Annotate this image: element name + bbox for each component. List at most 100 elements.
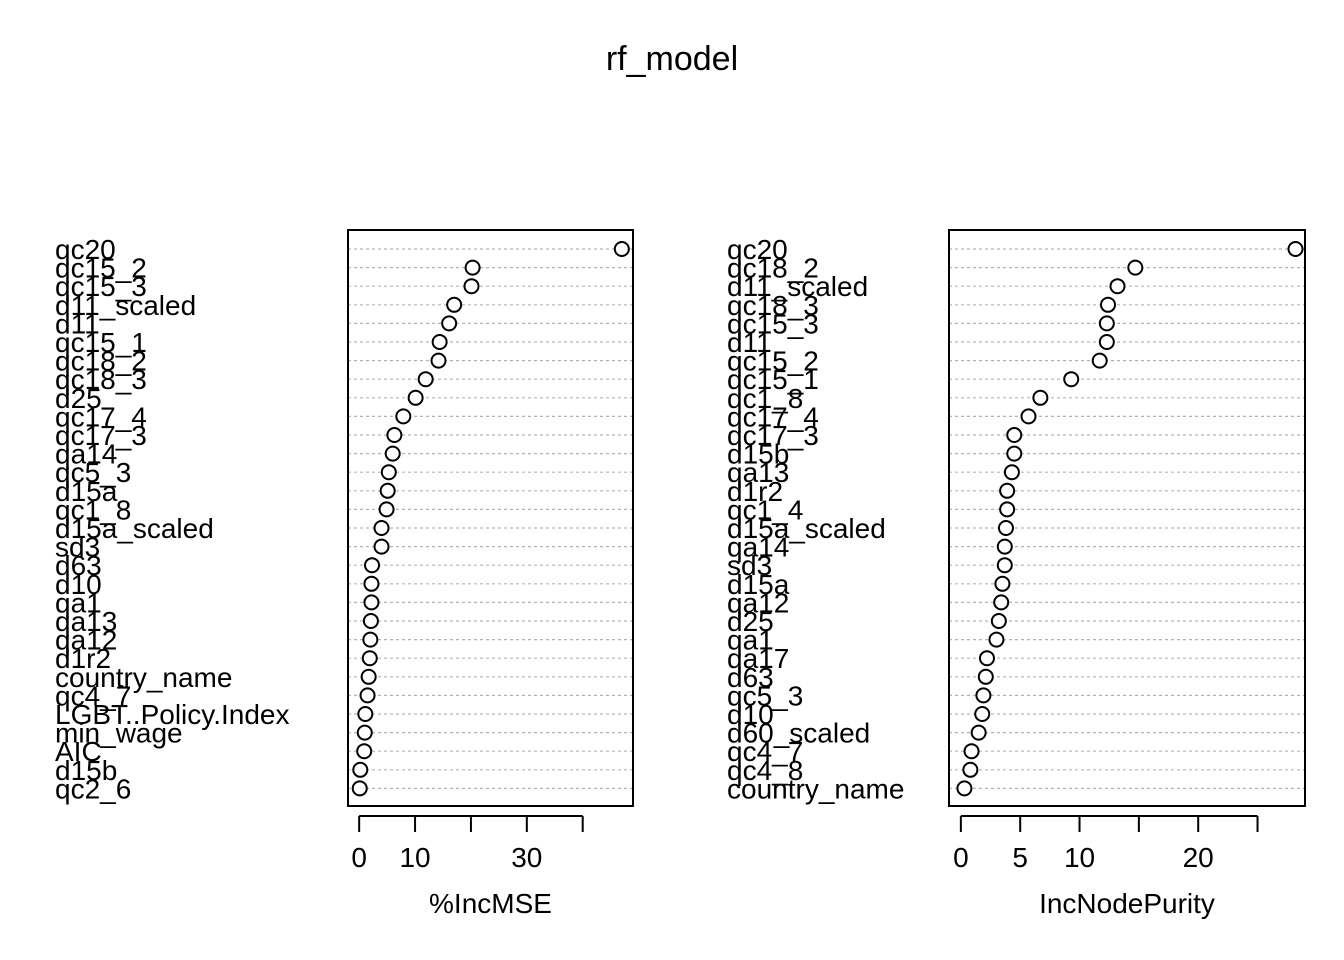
variable-label: qc20 — [727, 234, 788, 265]
importance-point — [993, 594, 1010, 611]
importance-point — [1287, 241, 1304, 257]
importance-point — [1032, 389, 1049, 406]
variable-label: d15b — [55, 755, 117, 786]
importance-point — [990, 613, 1007, 629]
importance-point — [363, 575, 380, 592]
importance-point — [386, 427, 403, 443]
variable-label: qc15_3 — [727, 308, 819, 339]
importance-point — [373, 538, 390, 555]
variable-label: qc4_7 — [727, 736, 803, 767]
variable-label: qc20 — [55, 234, 116, 265]
importance-point — [463, 278, 480, 295]
importance-point — [407, 389, 424, 406]
importance-point — [1098, 334, 1115, 350]
importance-point — [417, 371, 434, 388]
variable-label: qc18_2 — [55, 346, 147, 377]
variable-label: d25 — [727, 606, 774, 637]
importance-point — [963, 743, 980, 760]
variable-label: d10 — [55, 569, 102, 600]
importance-point — [977, 668, 994, 685]
importance-point — [357, 706, 374, 722]
importance-point — [431, 334, 448, 350]
importance-point — [362, 613, 379, 629]
importance-point — [996, 538, 1013, 555]
variable-label: qc1_8 — [727, 383, 803, 414]
variable-label: qa12 — [727, 587, 789, 618]
variable-label: qc17_3 — [55, 420, 147, 451]
importance-point — [1003, 464, 1020, 481]
variable-label: qc15_3 — [55, 271, 147, 302]
variable-label: qa13 — [727, 457, 789, 488]
importance-point — [999, 501, 1016, 518]
importance-point — [380, 464, 397, 481]
variable-label: qc5_3 — [727, 680, 803, 711]
importance-point — [974, 706, 991, 722]
variable-label: qc17_3 — [727, 420, 819, 451]
importance-point — [446, 296, 463, 313]
x-tick-label: 20 — [1183, 842, 1214, 873]
variable-label: qc1_8 — [55, 494, 131, 525]
importance-point — [1100, 296, 1117, 313]
variable-label: qc2_6 — [55, 773, 131, 804]
variable-label: d25 — [55, 383, 102, 414]
variable-label: d15a_scaled — [727, 513, 886, 544]
importance-point — [395, 408, 412, 425]
x-tick-label: 5 — [1012, 842, 1028, 873]
variable-label: qa13 — [55, 606, 117, 637]
variable-label: qc15_2 — [727, 346, 819, 377]
importance-point — [363, 594, 380, 611]
importance-point — [999, 482, 1016, 499]
importance-point — [356, 724, 373, 741]
importance-point — [613, 241, 630, 257]
importance-point — [1020, 408, 1037, 425]
variable-label: qc4_8 — [727, 755, 803, 786]
variable-label: d11_scaled — [55, 290, 196, 321]
x-tick-label: 10 — [399, 842, 430, 873]
importance-point — [970, 724, 987, 741]
importance-point — [1006, 445, 1023, 462]
variable-label: qa17 — [727, 643, 789, 674]
importance-point — [378, 501, 395, 518]
variable-label: qa12 — [55, 625, 117, 656]
importance-point — [978, 650, 995, 667]
importance-point — [356, 743, 373, 760]
variable-label: d10 — [727, 699, 774, 730]
variable-label: d63 — [55, 550, 102, 581]
x-tick-label: 10 — [1064, 842, 1095, 873]
importance-point — [988, 631, 1005, 648]
variable-label: d1r2 — [727, 476, 783, 507]
variable-label: d15a — [727, 569, 790, 600]
variable-label: qc15_1 — [55, 327, 147, 358]
chart-title: rf_model — [606, 40, 738, 78]
importance-point — [373, 520, 390, 536]
variable-label: qc15_1 — [727, 364, 819, 395]
importance-point — [962, 761, 979, 778]
importance-point — [1006, 427, 1023, 443]
variable-label: country_name — [55, 662, 232, 693]
variable-label: d11 — [55, 308, 100, 339]
importance-point — [956, 780, 973, 797]
importance-point — [441, 315, 458, 332]
variable-label: d15b — [727, 439, 789, 470]
importance-point — [352, 761, 369, 778]
importance-point — [430, 352, 447, 369]
x-tick-label: 0 — [351, 842, 367, 873]
variable-label: qa14 — [55, 439, 117, 470]
variable-label: sd3 — [727, 550, 772, 581]
panel-incmse: qc20qc15_2qc15_3d11_scaledd11qc15_1qc18_… — [55, 229, 634, 919]
importance-point — [362, 631, 379, 648]
importance-point — [351, 780, 368, 797]
variable-label: qc5_3 — [55, 457, 131, 488]
x-axis-title: IncNodePurity — [1039, 888, 1215, 919]
importance-point — [364, 557, 381, 574]
importance-point — [975, 687, 992, 704]
variable-label: country_name — [727, 773, 904, 804]
plot-frame — [347, 229, 634, 807]
variable-label: LGBT..Policy.Index — [55, 699, 289, 730]
importance-point — [1091, 352, 1108, 369]
importance-point — [361, 650, 378, 667]
variable-label: qc17_4 — [727, 401, 819, 432]
variable-label: qc18_3 — [727, 290, 819, 321]
panel-incnodepurity: qc20qc18_2d11_scaledqc18_3qc15_3d11qc15_… — [727, 229, 1306, 919]
